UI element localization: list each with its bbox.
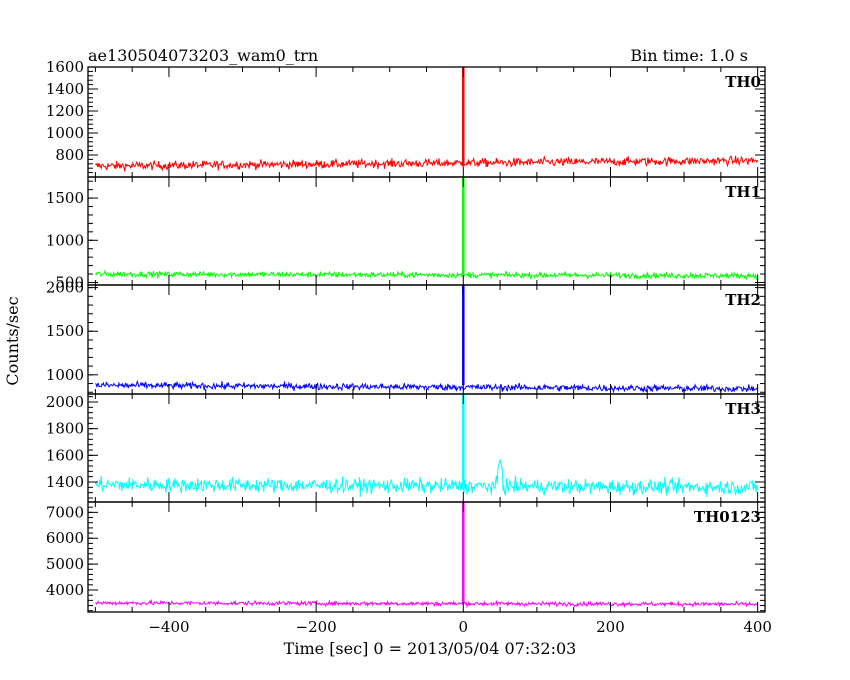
x-tick-label: −400 xyxy=(148,618,189,636)
y-tick-label: 1000 xyxy=(46,366,84,384)
y-tick-label: 7000 xyxy=(46,503,84,521)
y-tick-label: 1000 xyxy=(46,124,84,142)
panel-th0: 800 1000 1200 1400 1600 TH0 xyxy=(46,58,766,178)
x-axis-ticks: −400 −200 0 200 400 xyxy=(148,618,772,636)
panel-th1: 500 1000 1500 TH1 xyxy=(46,176,766,291)
y-tick-label: 1400 xyxy=(46,80,84,98)
series-line-th0123 xyxy=(95,598,759,609)
series-line-th2 xyxy=(95,379,759,394)
panel-th3: 1400 1600 1800 2000 TH3 xyxy=(46,393,766,503)
series-line-th1 xyxy=(94,269,759,281)
chart-title: ae130504073203_wam0_trn xyxy=(88,46,318,65)
y-tick-label: 1500 xyxy=(46,189,84,207)
panel-frame xyxy=(87,501,766,613)
panel-label-th3: TH3 xyxy=(725,400,761,418)
y-tick-label: 800 xyxy=(55,146,84,164)
panel-label-th2: TH2 xyxy=(725,291,761,309)
y-tick-label: 2000 xyxy=(46,393,84,411)
y-tick-label: 1400 xyxy=(46,473,84,491)
y-tick-label: 4000 xyxy=(46,581,84,599)
y-tick-label: 1000 xyxy=(46,231,84,249)
y-tick-label: 6000 xyxy=(46,529,84,547)
x-tick-label: −200 xyxy=(296,618,337,636)
x-axis-label: Time [sec] 0 = 2013/05/04 07:32:03 xyxy=(284,639,577,658)
x-tick-label: 200 xyxy=(596,618,625,636)
y-tick-label: 1800 xyxy=(46,420,84,438)
panel-frame xyxy=(87,176,766,286)
y-tick-label: 1200 xyxy=(46,102,84,120)
y-axis-label: Counts/sec xyxy=(3,296,22,385)
panels-group: 800 1000 1200 1400 1600 TH0 500 1000 1500 TH1 1000… xyxy=(46,58,766,613)
series-line-th0 xyxy=(95,155,759,172)
panel-label-th1: TH1 xyxy=(725,183,761,201)
panel-th2: 1000 1500 2000 TH2 xyxy=(46,279,766,395)
y-tick-label: 1600 xyxy=(46,58,84,76)
y-tick-label: 5000 xyxy=(46,555,84,573)
y-tick-label: 1600 xyxy=(46,446,84,464)
x-tick-label: 400 xyxy=(743,618,772,636)
y-tick-label: 500 xyxy=(55,273,84,291)
panel-th0123: 4000 5000 6000 7000 TH0123 xyxy=(46,501,766,613)
series-line-th3 xyxy=(94,459,759,497)
y-tick-label: 1500 xyxy=(46,322,84,340)
y-tick-label: 2000 xyxy=(46,279,84,297)
x-tick-label: 0 xyxy=(459,618,469,636)
panel-label-th0123: TH0123 xyxy=(694,508,761,526)
panel-frame xyxy=(87,284,766,395)
panel-label-th0: TH0 xyxy=(725,73,761,91)
bin-time-label: Bin time: 1.0 s xyxy=(630,46,748,65)
